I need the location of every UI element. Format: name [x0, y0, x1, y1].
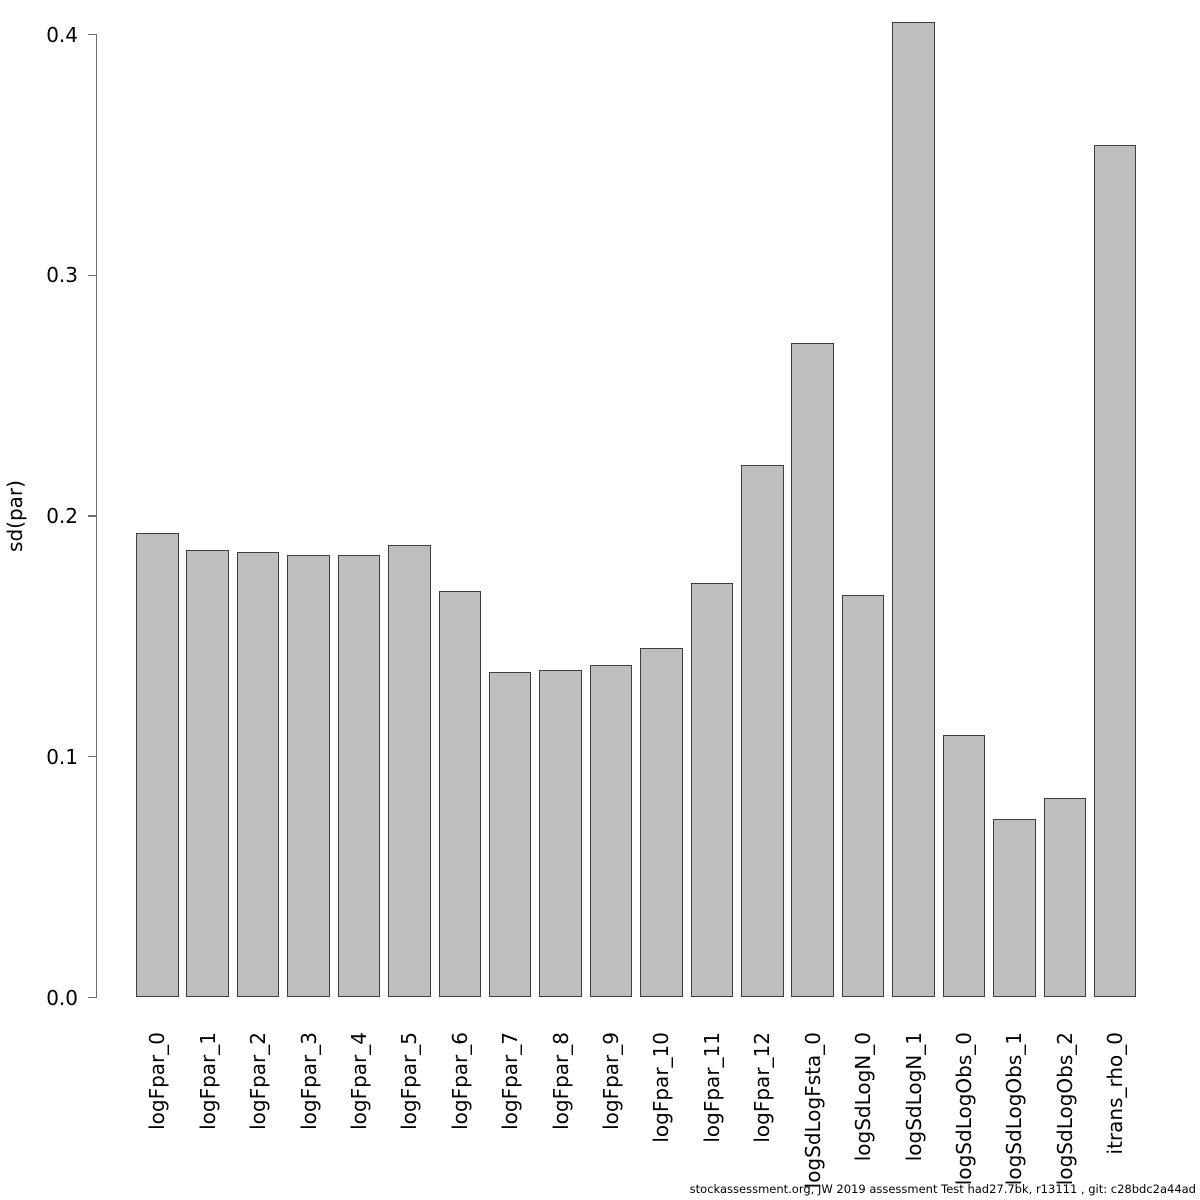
x-axis-label-logFpar_12: logFpar_12	[750, 1032, 775, 1143]
x-axis-label-logFpar_11: logFpar_11	[699, 1032, 724, 1143]
x-axis-label-logFpar_10: logFpar_10	[649, 1032, 674, 1143]
bar-logSdLogN_1	[892, 22, 935, 998]
y-axis-tick	[88, 274, 96, 276]
x-axis-label-itrans_rho_0: itrans_rho_0	[1103, 1032, 1128, 1155]
x-axis-label-logFpar_6: logFpar_6	[447, 1032, 472, 1130]
bar-logFpar_8	[539, 670, 582, 998]
bar-logSdLogFsta_0	[791, 342, 834, 998]
y-axis-tick	[88, 33, 96, 36]
bar-logSdLogN_0	[841, 595, 885, 998]
x-axis-label-logSdLogN_1: logSdLogN_1	[901, 1032, 926, 1162]
y-axis-title: sd(par)	[3, 480, 27, 552]
x-axis-label-logSdLogFsta_0: logSdLogFsta_0	[800, 1032, 825, 1189]
x-axis-label-logFpar_8: logFpar_8	[548, 1032, 573, 1130]
y-axis-tick	[88, 996, 96, 999]
bar-logSdLogObs_1	[993, 819, 1036, 998]
y-axis-tick	[88, 756, 96, 758]
bar-logFpar_2	[236, 552, 280, 998]
x-axis-label-logFpar_3: logFpar_3	[296, 1032, 321, 1130]
bar-logFpar_10	[640, 648, 683, 998]
y-axis-tick-label: 0.3	[46, 263, 78, 288]
bar-logFpar_12	[741, 465, 784, 998]
y-axis-tick-label: 0.0	[46, 985, 78, 1010]
x-axis-label-logFpar_9: logFpar_9	[599, 1032, 624, 1130]
x-axis-label-logSdLogObs_1: logSdLogObs_1	[1002, 1032, 1027, 1186]
x-axis-label-logFpar_1: logFpar_1	[195, 1032, 220, 1130]
bar-logFpar_0	[136, 532, 179, 998]
bar-logFpar_6	[438, 590, 482, 998]
x-axis-label-logFpar_4: logFpar_4	[346, 1032, 371, 1130]
x-axis-label-logFpar_7: logFpar_7	[498, 1032, 523, 1130]
x-axis-label-logFpar_2: logFpar_2	[246, 1032, 271, 1130]
y-axis-tick	[88, 515, 96, 517]
footer-note: stockassessment.org, JW 2019 assessment …	[689, 1182, 1196, 1196]
bar-logFpar_1	[186, 549, 229, 998]
bar-logSdLogObs_2	[1043, 797, 1087, 998]
x-axis-label-logFpar_5: logFpar_5	[397, 1032, 422, 1130]
bar-logFpar_3	[287, 554, 330, 998]
bar-logSdLogObs_0	[942, 735, 986, 998]
y-axis-tick-label: 0.2	[46, 504, 78, 528]
x-axis-label-logSdLogObs_0: logSdLogObs_0	[951, 1032, 976, 1186]
x-axis-label-logFpar_0: logFpar_0	[145, 1032, 170, 1130]
bar-logFpar_7	[488, 672, 532, 998]
bar-logFpar_5	[388, 544, 431, 998]
y-axis-tick-label: 0.1	[46, 744, 78, 769]
x-axis-label-logSdLogN_0: logSdLogN_0	[851, 1032, 876, 1162]
bar-logFpar_11	[690, 583, 734, 998]
y-axis-line	[95, 34, 97, 998]
bar-itrans_rho_0	[1093, 145, 1137, 998]
y-axis-tick-label: 0.4	[46, 22, 78, 47]
x-axis-label-logSdLogObs_2: logSdLogObs_2	[1052, 1032, 1077, 1186]
bar-logFpar_4	[337, 554, 381, 998]
bar-logFpar_9	[589, 665, 633, 998]
